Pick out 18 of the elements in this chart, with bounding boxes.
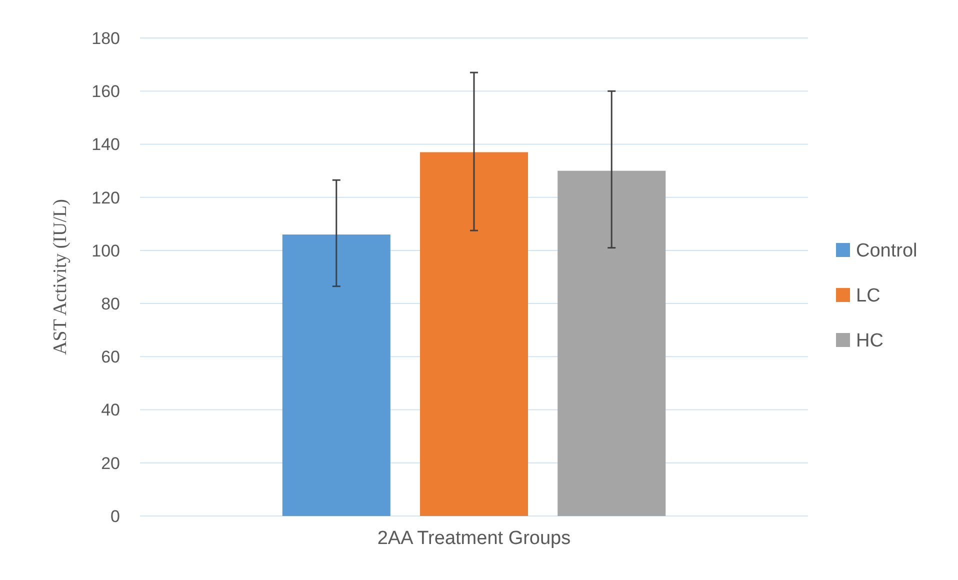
y-tick-label: 160 (92, 82, 120, 102)
y-tick-label: 20 (101, 454, 120, 473)
y-tick-label: 180 (92, 28, 120, 48)
bar (558, 170, 666, 516)
y-tick-label: 100 (92, 241, 120, 260)
y-tick-label: 0 (110, 506, 120, 526)
bar (420, 152, 528, 516)
x-tick-label: 2AA Treatment Groups (377, 528, 571, 549)
y-tick-label: 40 (101, 400, 120, 420)
y-tick-label: 120 (92, 188, 120, 208)
bar (282, 234, 390, 516)
legend-label: Control (856, 240, 918, 262)
legend-label: HC (856, 330, 884, 352)
y-tick-label: 80 (101, 294, 120, 314)
y-tick-label: 60 (101, 348, 120, 367)
legend-label: LC (856, 286, 880, 307)
y-axis-title: AST Activity (IU/L) (50, 199, 71, 355)
y-tick-label: 140 (92, 135, 120, 154)
